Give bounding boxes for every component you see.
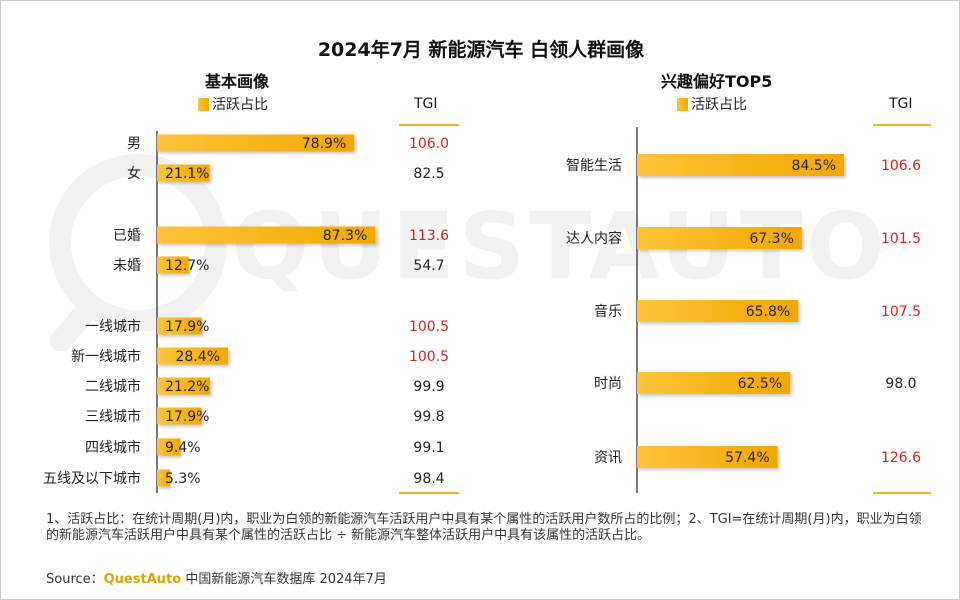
left-chart-bar — [157, 407, 202, 425]
left-chart-category-label: 已婚 — [113, 228, 141, 244]
left-chart-bar — [157, 134, 355, 152]
right-legend: 活跃占比 — [677, 94, 747, 114]
right-chart-tgi-value: 126.6 — [881, 450, 921, 466]
right-chart-bar — [637, 446, 778, 468]
left-chart-bar — [157, 347, 228, 365]
right-chart-value-label: 67.3% — [749, 231, 793, 247]
left-chart-category-label: 一线城市 — [85, 318, 141, 335]
page-title: 2024年7月 新能源汽车 白领人群画像 — [317, 39, 645, 61]
left-chart-category-label: 三线城市 — [85, 408, 141, 425]
left-chart-value-label: 17.9% — [165, 409, 209, 425]
right-chart-category-label: 资讯 — [594, 450, 622, 466]
right-chart-category-label: 时尚 — [594, 376, 622, 392]
left-chart-category-label: 四线城市 — [85, 439, 141, 456]
right-chart-tgi-value: 98.0 — [885, 376, 916, 392]
left-chart-value-label: 17.9% — [165, 319, 209, 335]
right-chart-category-label: 音乐 — [594, 303, 622, 320]
right-chart-tgi-value: 106.6 — [881, 158, 921, 174]
source-brand: QuestAuto — [103, 572, 182, 587]
left-chart-value-label: 21.2% — [165, 379, 209, 395]
right-chart-value-label: 65.8% — [746, 304, 790, 320]
left-chart-tgi-value: 99.8 — [413, 409, 444, 425]
left-chart-tgi-value: 106.0 — [409, 136, 449, 152]
left-chart-tgi-value: 100.5 — [409, 319, 449, 335]
right-tgi-header: TGI — [889, 96, 913, 112]
left-chart-bar — [157, 317, 202, 335]
right-chart-bar — [637, 227, 802, 249]
left-chart-tgi-value: 98.4 — [413, 471, 444, 487]
right-chart-tgi-value: 101.5 — [881, 231, 921, 247]
left-chart-tgi-value: 54.7 — [413, 258, 444, 274]
source-suffix: 中国新能源汽车数据库 2024年7月 — [181, 572, 387, 587]
left-chart-value-label: 21.1% — [165, 166, 209, 182]
right-chart-title: 兴趣偏好TOP5 — [661, 72, 773, 91]
source-line: Source：QuestAuto 中国新能源汽车数据库 2024年7月 — [46, 568, 387, 587]
left-legend: 活跃占比 — [198, 94, 268, 114]
left-chart-value-label: 5.3% — [165, 471, 201, 487]
right-chart-value-label: 84.5% — [792, 158, 836, 174]
left-chart-value-label: 78.9% — [302, 136, 346, 152]
legend-swatch-icon — [198, 97, 209, 111]
right-chart-bar — [637, 300, 799, 322]
left-chart-tgi-value: 113.6 — [409, 228, 449, 244]
left-chart-bar — [157, 438, 181, 456]
left-chart-category-label: 二线城市 — [85, 378, 141, 395]
source-prefix: Source： — [46, 572, 104, 587]
left-tgi-top-line — [399, 124, 459, 126]
left-chart-tgi-value: 99.9 — [413, 379, 444, 395]
left-chart-tgi-value: 99.1 — [413, 440, 444, 456]
left-chart-bar — [157, 377, 210, 395]
left-chart-bar — [157, 469, 171, 487]
left-chart-tgi-value: 100.5 — [409, 349, 449, 365]
right-chart-value-label: 57.4% — [725, 450, 769, 466]
right-chart-category-label: 达人内容 — [566, 230, 622, 247]
left-chart-category-label: 未婚 — [113, 258, 141, 274]
right-tgi-top-line — [873, 124, 931, 126]
left-chart-value-label: 12.7% — [165, 258, 209, 274]
right-chart-value-label: 62.5% — [738, 376, 782, 392]
right-chart-bar — [637, 154, 845, 176]
left-chart-value-label: 28.4% — [176, 349, 220, 365]
right-chart-bar — [637, 372, 791, 394]
left-chart-category-label: 男 — [127, 136, 141, 152]
left-chart-tgi-value: 82.5 — [413, 166, 444, 182]
left-chart-category-label: 五线及以下城市 — [43, 470, 141, 487]
footnote: 1、活跃占比：在统计周期(月)内，职业为白领的新能源汽车活跃用户中具有某个属性的… — [46, 512, 922, 543]
right-legend-label: 活跃占比 — [691, 97, 747, 113]
right-tgi-bottom-line — [873, 492, 931, 494]
left-chart-category-label: 新一线城市 — [71, 348, 141, 365]
left-chart-bar — [157, 226, 376, 244]
legend-swatch-icon — [677, 97, 688, 111]
right-chart-tgi-value: 107.5 — [881, 304, 921, 320]
left-chart-bar — [157, 164, 210, 182]
left-tgi-header: TGI — [414, 96, 438, 112]
left-chart-category-label: 女 — [127, 165, 141, 182]
left-chart-bar — [157, 256, 189, 274]
left-chart-value-label: 9.4% — [165, 440, 201, 456]
left-chart-title: 基本画像 — [205, 72, 270, 91]
left-tgi-bottom-line — [399, 492, 459, 494]
right-chart-category-label: 智能生活 — [566, 158, 622, 174]
left-legend-label: 活跃占比 — [212, 97, 268, 113]
left-chart-value-label: 87.3% — [323, 228, 367, 244]
